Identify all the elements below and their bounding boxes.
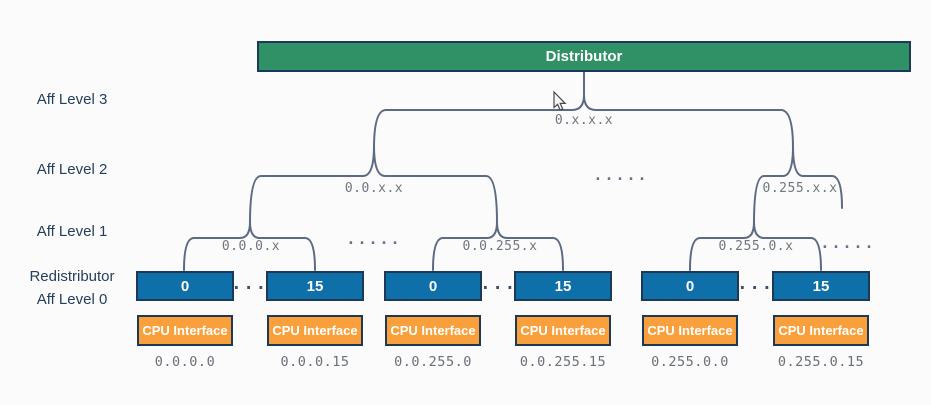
row-label-aff-level-1: Aff Level 1 (36, 223, 108, 240)
branch-label-level2-right: 0.255.x.x (762, 181, 838, 196)
branch-label-level1-a: 0.0.0.x (221, 239, 281, 254)
address-label-0: 0.0.0.0 (154, 354, 216, 370)
redistributor-node-0: 0 (136, 271, 234, 301)
cpu-interface-node-2: CPU Interface (385, 315, 481, 346)
ellipsis-level2: ..... (593, 166, 649, 184)
cpu-interface-node-0: CPU Interface (137, 315, 233, 346)
cpu-interface-node-4: CPU Interface (642, 315, 738, 346)
address-label-5: 0.255.0.15 (777, 354, 865, 370)
redistributor-node-2: 0 (384, 271, 482, 301)
level2-left-brace (249, 145, 498, 224)
row-label-aff-level-2: Aff Level 2 (36, 161, 108, 178)
cpu-interface-node-3: CPU Interface (515, 315, 611, 346)
address-label-1: 0.0.0.15 (280, 354, 350, 370)
ellipsis-redistributors-b: ..... (468, 274, 530, 294)
distributor-node: Distributor (257, 41, 911, 72)
row-label-redistributor: Redistributor (29, 268, 115, 285)
distributor-label: Distributor (545, 48, 623, 65)
cpu-interface-node-5: CPU Interface (773, 315, 869, 346)
ellipsis-redistributors-c: ..... (725, 274, 787, 294)
branch-label-level2-left: 0.0.x.x (344, 181, 404, 196)
branch-label-level3: 0.x.x.x (554, 113, 614, 128)
mouse-cursor (553, 90, 567, 111)
redistributor-node-1: 15 (266, 271, 364, 301)
level2-right-brace (753, 145, 843, 224)
redistributor-node-5: 15 (772, 271, 870, 301)
cpu-interface-node-1: CPU Interface (267, 315, 363, 346)
redistributor-node-4: 0 (641, 271, 739, 301)
branch-label-level1-b: 0.0.255.x (462, 239, 538, 254)
ellipsis-level1-left: ..... (346, 230, 402, 248)
level1-brace-c (689, 221, 822, 271)
level3-brace (373, 94, 794, 149)
ellipsis-level1-right: ..... (820, 234, 876, 252)
redistributor-node-3: 15 (514, 271, 612, 301)
level1-brace-b (432, 221, 564, 271)
address-label-2: 0.0.255.0 (394, 354, 472, 370)
row-label-aff-level-3: Aff Level 3 (36, 91, 108, 108)
level1-brace-a (183, 221, 316, 271)
address-label-3: 0.0.255.15 (519, 354, 607, 370)
row-label-aff-level-0: Aff Level 0 (36, 291, 108, 308)
branch-label-level1-c: 0.255.0.x (718, 239, 794, 254)
address-label-4: 0.255.0.0 (651, 354, 729, 370)
